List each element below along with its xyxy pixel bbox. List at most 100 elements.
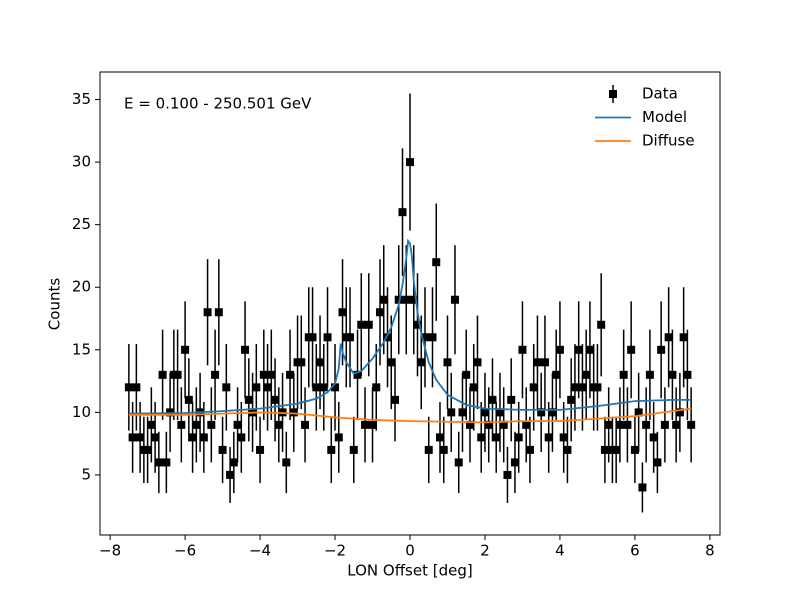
- x-tick-label: −6: [174, 542, 196, 560]
- data-point: [181, 345, 190, 354]
- data-point: [151, 433, 160, 442]
- data-point: [428, 333, 437, 342]
- data-point: [334, 433, 343, 442]
- data-point: [458, 408, 467, 417]
- data-point: [289, 408, 298, 417]
- data-point: [319, 383, 328, 392]
- x-tick-label: 0: [405, 542, 415, 560]
- x-axis-label: LON Offset [deg]: [347, 562, 472, 580]
- data-point: [143, 445, 152, 454]
- data-point: [327, 445, 336, 454]
- data-point: [308, 333, 317, 342]
- data-point: [555, 345, 564, 354]
- data-point: [484, 420, 493, 429]
- data-point: [379, 295, 388, 304]
- data-point: [413, 320, 422, 329]
- data-point: [522, 420, 531, 429]
- data-point: [645, 370, 654, 379]
- data-point: [450, 295, 459, 304]
- data-point: [199, 433, 208, 442]
- data-point: [346, 333, 355, 342]
- data-point: [507, 395, 516, 404]
- data-point: [664, 333, 673, 342]
- data-point: [574, 345, 583, 354]
- data-point: [612, 445, 621, 454]
- x-tick-label: −8: [99, 542, 121, 560]
- data-point: [338, 308, 347, 317]
- legend-label: Model: [642, 108, 687, 126]
- data-point: [552, 370, 561, 379]
- data-point: [402, 295, 411, 304]
- data-point: [503, 470, 512, 479]
- data-point: [349, 445, 358, 454]
- data-point: [214, 308, 223, 317]
- plot-frame: [99, 71, 721, 536]
- legend-marker: [609, 90, 617, 98]
- data-point: [597, 320, 606, 329]
- data-point: [432, 258, 441, 267]
- data-point: [462, 370, 471, 379]
- data-point: [454, 458, 463, 467]
- legend-label: Data: [642, 85, 678, 103]
- data-point: [525, 445, 534, 454]
- data-point: [312, 383, 321, 392]
- y-tick-label: 30: [72, 153, 91, 171]
- data-point: [301, 420, 310, 429]
- data-point: [211, 370, 220, 379]
- data-point: [657, 345, 666, 354]
- data-point: [465, 420, 474, 429]
- data-point: [136, 433, 145, 442]
- data-point: [222, 383, 231, 392]
- data-point: [162, 458, 171, 467]
- data-point: [398, 208, 407, 217]
- model-line: [128, 238, 692, 415]
- data-point: [544, 433, 553, 442]
- data-point: [391, 395, 400, 404]
- data-point: [570, 383, 579, 392]
- data-point: [537, 408, 546, 417]
- data-point: [124, 383, 133, 392]
- data-point: [514, 433, 523, 442]
- data-point: [263, 383, 272, 392]
- data-point: [241, 345, 250, 354]
- data-point: [252, 383, 261, 392]
- data-point: [563, 445, 572, 454]
- data-point: [480, 408, 489, 417]
- data-point: [154, 458, 163, 467]
- data-point: [229, 458, 238, 467]
- y-tick-label: 15: [72, 340, 91, 358]
- y-tick-label: 5: [81, 465, 91, 483]
- data-point: [147, 420, 156, 429]
- data-point: [488, 395, 497, 404]
- data-point: [368, 420, 377, 429]
- data-point: [207, 420, 216, 429]
- data-point: [203, 308, 212, 317]
- data-point: [533, 358, 542, 367]
- data-point: [128, 433, 137, 442]
- data-point: [297, 358, 306, 367]
- data-point: [417, 358, 426, 367]
- model-line: [128, 407, 692, 424]
- x-tick-label: −4: [249, 542, 271, 560]
- data-point: [387, 358, 396, 367]
- data-point: [286, 370, 295, 379]
- y-tick-label: 25: [72, 215, 91, 233]
- data-point: [627, 345, 636, 354]
- data-point: [559, 433, 568, 442]
- data-point: [582, 370, 591, 379]
- data-point: [184, 395, 193, 404]
- data-point: [282, 458, 291, 467]
- data-point: [672, 420, 681, 429]
- data-point: [567, 395, 576, 404]
- data-point: [443, 358, 452, 367]
- data-point: [394, 295, 403, 304]
- data-point: [364, 320, 373, 329]
- data-point: [383, 333, 392, 342]
- data-point: [660, 420, 669, 429]
- data-point: [353, 370, 362, 379]
- data-point: [256, 445, 265, 454]
- data-point: [585, 345, 594, 354]
- data-point: [233, 420, 242, 429]
- y-axis-label: Counts: [46, 278, 64, 331]
